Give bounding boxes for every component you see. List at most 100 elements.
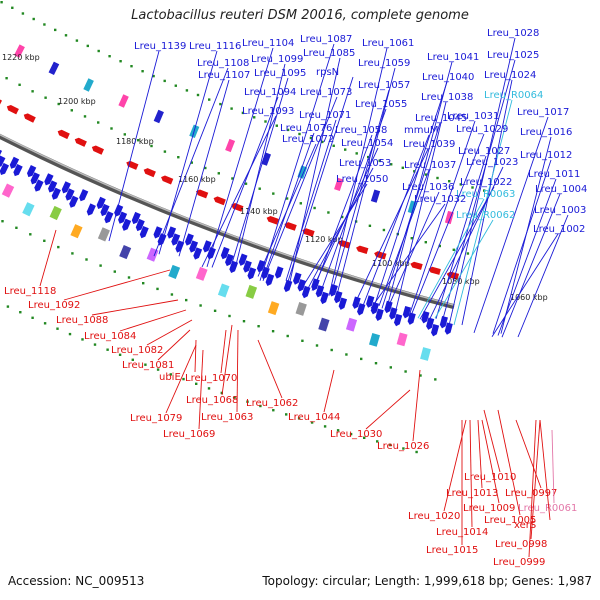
gene-leader-line — [194, 339, 197, 373]
track-tick-dot — [241, 111, 245, 115]
gene-label: Lreu_1002 — [533, 224, 585, 235]
track-tick-dot — [327, 211, 330, 214]
track-tick-dot — [434, 378, 437, 381]
track-tick-dot — [313, 206, 316, 210]
forward-gene-arrow — [389, 307, 398, 320]
forward-gene-arrow — [61, 181, 71, 194]
inner-feature-block — [261, 152, 271, 166]
gene-label: Lreu_1072 — [282, 134, 334, 145]
track-tick-dot — [271, 330, 275, 333]
track-tick-dot — [6, 305, 10, 308]
track-tick-dot — [220, 391, 223, 395]
track-tick-dot — [19, 311, 22, 314]
track-tick-dot — [332, 144, 335, 147]
gene-label: Lreu_1027 — [458, 146, 510, 157]
gene-leader-line — [370, 203, 446, 309]
gene-label: Lreu_1053 — [339, 158, 391, 169]
track-tick-dot — [44, 96, 47, 99]
gene-label: Lreu_1023 — [466, 157, 518, 168]
gene-label: Lreu_1093 — [242, 106, 294, 117]
accession-text: Accession: NC_009513 — [8, 574, 145, 588]
track-tick-dot — [18, 83, 21, 86]
track-tick-dot — [99, 264, 102, 267]
track-tick-dot — [195, 382, 198, 385]
track-tick-dot — [448, 180, 451, 183]
gene-label: Lreu_1029 — [456, 124, 508, 135]
track-tick-dot — [204, 166, 207, 170]
forward-gene-arrow — [104, 211, 114, 224]
reverse-gene-arrow — [196, 189, 209, 199]
gene-label: Lreu_1085 — [303, 48, 355, 59]
gene-label: Lreu_1071 — [299, 110, 351, 121]
inner-feature-block — [225, 138, 236, 153]
gene-leader-line — [530, 419, 541, 540]
gene-label: Lreu_1084 — [84, 331, 136, 342]
gene-label: Lreu_1026 — [377, 441, 429, 452]
reverse-gene-arrow — [6, 104, 19, 115]
track-tick-dot — [185, 298, 188, 302]
track-tick-dot — [452, 248, 455, 251]
gene-leader-line — [39, 229, 57, 287]
forward-gene-arrow — [243, 260, 252, 273]
track-tick-dot — [310, 421, 314, 424]
track-tick-dot — [368, 224, 372, 227]
forward-gene-arrow — [171, 233, 181, 246]
forward-gene-arrow — [302, 285, 311, 299]
gene-label: Lreu_1116 — [189, 41, 241, 52]
track-tick-dot — [275, 124, 278, 127]
reverse-gene-arrow — [231, 203, 244, 212]
forward-gene-arrow — [402, 306, 412, 319]
feature-block — [420, 347, 431, 361]
gene-label: Lreu_1092 — [28, 300, 80, 311]
reverse-gene-arrow — [213, 196, 226, 206]
gene-label: Lreu_1013 — [446, 488, 498, 499]
feature-block — [168, 264, 181, 279]
inner-feature-block — [153, 109, 164, 124]
track-tick-dot — [196, 93, 200, 97]
forward-gene-arrow — [13, 163, 23, 177]
reverse-gene-arrow — [284, 222, 297, 231]
gene-leader-line — [448, 37, 516, 326]
gene-leader-line — [146, 319, 193, 346]
gene-leader-line — [473, 116, 549, 334]
track-tick-dot — [213, 309, 217, 312]
track-tick-dot — [123, 133, 126, 136]
track-tick-dot — [466, 252, 470, 255]
gene-label: Lreu_1031 — [447, 111, 499, 122]
forward-gene-arrow — [393, 313, 403, 327]
forward-gene-arrow — [153, 226, 163, 239]
track-tick-dot — [106, 348, 109, 351]
track-tick-dot — [174, 84, 177, 87]
track-tick-dot — [97, 49, 100, 53]
feature-block — [368, 333, 381, 347]
gene-label: Lreu_1099 — [251, 54, 303, 65]
gene-label: Lreu_1059 — [358, 58, 410, 69]
track-tick-dot — [64, 34, 68, 37]
gene-leader-line — [440, 59, 516, 326]
track-tick-dot — [323, 425, 327, 428]
inner-feature-block — [48, 61, 60, 76]
track-tick-dot — [71, 252, 74, 255]
track-tick-dot — [389, 443, 392, 447]
gene-leader-line — [63, 269, 171, 301]
gene-label: Lreu_1095 — [254, 68, 306, 79]
gene-leader-line — [234, 63, 286, 270]
reverse-gene-arrow — [91, 145, 105, 155]
forward-gene-arrow — [139, 226, 149, 239]
gene-label: Lreu_R0061 — [518, 503, 577, 514]
reverse-gene-arrow — [356, 245, 369, 255]
reverse-gene-arrow — [23, 113, 36, 123]
feature-block — [195, 266, 208, 281]
gene-leader-line — [395, 101, 447, 310]
track-tick-dot — [208, 98, 211, 101]
track-tick-dot — [1, 220, 4, 223]
track-tick-dot — [70, 109, 73, 112]
gene-label: Lreu_1040 — [422, 72, 474, 83]
gene-label: Lreu_1003 — [534, 205, 586, 216]
track-tick-dot — [345, 353, 348, 356]
reverse-gene-arrow — [410, 261, 423, 270]
gene-leader-line — [178, 79, 230, 257]
inner-feature-block — [118, 94, 129, 108]
gene-leader-line — [285, 119, 337, 281]
track-tick-dot — [253, 116, 256, 119]
